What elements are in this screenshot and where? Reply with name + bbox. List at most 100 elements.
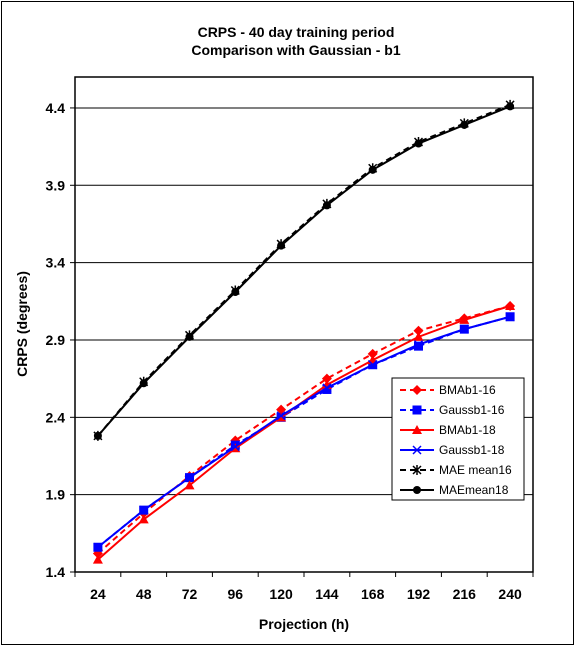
triangle-marker [413, 331, 424, 341]
series-line [97, 105, 511, 437]
series-gaussb1-18 [93, 312, 515, 552]
data-point [93, 431, 102, 440]
chart-subtitle: Comparison with Gaussian - b1 [191, 42, 400, 58]
y-tick-label: 4.4 [46, 100, 66, 116]
dot-marker [414, 139, 423, 148]
y-tick-labels: 1.4 1.9 2.4 2.9 3.4 3.9 4.4 [46, 100, 66, 580]
x-tick-label: 240 [498, 586, 522, 602]
x-tick-labels: 24 48 72 96 120 144 168 192 216 240 [90, 586, 522, 602]
x-marker [368, 360, 378, 370]
x-marker [322, 383, 332, 393]
diamond-marker [276, 404, 287, 415]
dot-marker [322, 201, 331, 210]
triangle-marker [184, 480, 195, 490]
legend-item: BMAb1-18 [400, 423, 496, 437]
data-point [414, 341, 423, 351]
data-point [276, 411, 286, 421]
data-point [185, 332, 194, 341]
x-tick-label: 168 [361, 586, 385, 602]
x-marker [276, 411, 286, 421]
x-marker [230, 442, 240, 452]
x-tick-label: 144 [315, 586, 339, 602]
data-point [276, 404, 287, 415]
data-point [367, 348, 378, 359]
diamond-marker [367, 348, 378, 359]
data-point [412, 385, 422, 395]
series-line [97, 315, 511, 549]
dot-marker [460, 120, 469, 129]
x-marker [412, 445, 422, 455]
legend-box [391, 377, 525, 501]
legend-item: MAEmean18 [400, 483, 509, 497]
legend: BMAb1-16 Gaussb1-16 BMAb1-18 Gaussb1-18 MAE … [391, 377, 525, 501]
y-tick-label: 2.9 [46, 332, 66, 348]
dot-marker [185, 332, 194, 341]
data-point [413, 340, 424, 350]
x-tick-label: 216 [453, 586, 477, 602]
legend-label: MAEmean18 [439, 483, 509, 497]
square-marker [414, 341, 423, 351]
x-marker [93, 542, 103, 552]
data-point [321, 373, 332, 384]
triangle-marker [505, 300, 516, 310]
legend-label: BMAb1-18 [439, 423, 496, 437]
data-point [506, 102, 515, 111]
data-point [413, 325, 424, 336]
legend-label: MAE mean16 [439, 463, 512, 477]
dot-marker [231, 288, 240, 297]
legend-label: BMAb1-16 [439, 383, 496, 397]
data-point [413, 486, 421, 494]
diamond-marker [321, 373, 332, 384]
x-axis-label: Projection (h) [259, 616, 349, 632]
x-marker [459, 324, 469, 334]
data-point [459, 324, 469, 334]
data-point [412, 425, 422, 434]
x-marker [139, 505, 149, 515]
dot-marker [93, 431, 102, 440]
data-point [139, 379, 148, 388]
legend-label: Gaussb1-16 [439, 403, 505, 417]
dot-marker [277, 241, 286, 250]
data-point [322, 384, 332, 394]
dot-marker [139, 379, 148, 388]
triangle-marker [92, 554, 103, 564]
data-point [412, 465, 422, 475]
data-point [184, 473, 195, 483]
data-point [460, 120, 469, 129]
data-point [505, 312, 515, 322]
legend-item: BMAb1-16 [400, 383, 496, 397]
y-tick-label: 3.9 [46, 177, 66, 193]
data-point [230, 442, 240, 452]
legend-label: Gaussb1-18 [439, 443, 505, 457]
data-point [139, 505, 149, 515]
star-marker [412, 465, 422, 475]
data-point [368, 165, 377, 174]
data-point [412, 445, 422, 455]
chart-title: CRPS - 40 day training period [198, 24, 395, 40]
x-marker [505, 312, 515, 322]
square-marker [322, 384, 332, 394]
data-point [413, 331, 424, 341]
data-point [368, 360, 378, 370]
data-point [322, 201, 331, 210]
legend-item: MAE mean16 [400, 463, 512, 477]
dot-marker [368, 165, 377, 174]
data-point [322, 383, 332, 393]
triangle-marker [459, 314, 470, 324]
y-tick-label: 3.4 [46, 255, 66, 271]
series-lines [92, 99, 516, 564]
y-tick-label: 1.4 [46, 564, 66, 580]
x-tick-label: 192 [407, 586, 431, 602]
x-marker [413, 340, 424, 350]
data-point [231, 288, 240, 297]
series-line [97, 103, 511, 437]
data-point [414, 139, 423, 148]
data-point [138, 514, 149, 524]
data-point [505, 300, 516, 310]
dot-marker [413, 486, 421, 494]
data-point [412, 405, 422, 415]
x-marker [184, 473, 195, 483]
series-maemean18 [93, 102, 515, 440]
